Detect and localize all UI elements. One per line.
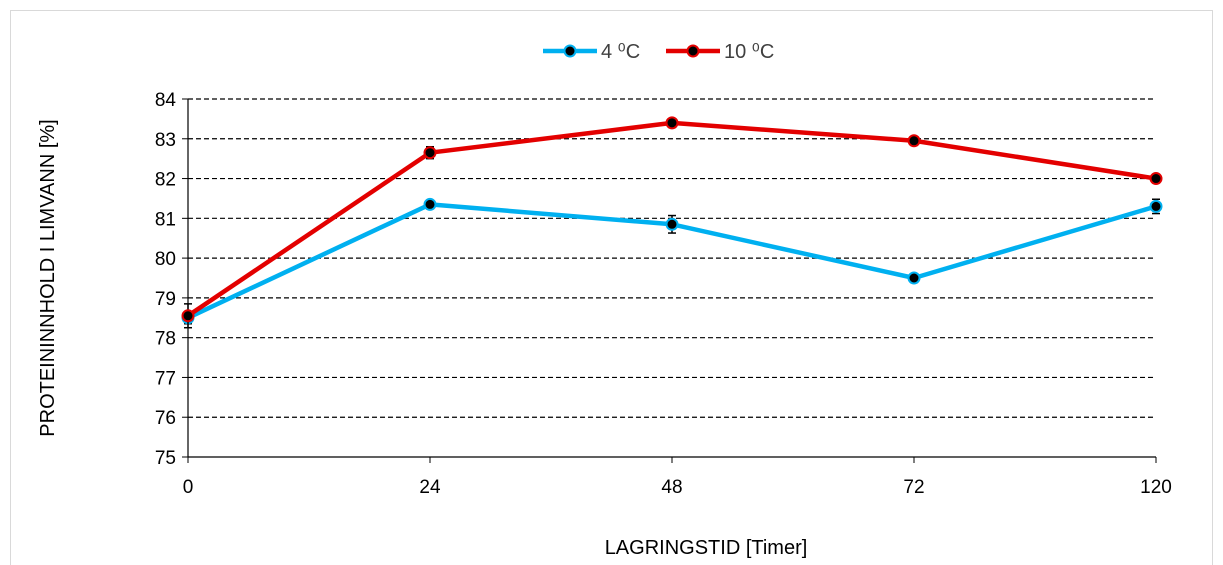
legend: 4 ⁰C 10 ⁰C — [543, 41, 774, 63]
data-point — [909, 135, 920, 146]
x-tick-label: 120 — [1140, 477, 1172, 498]
x-tick-label: 0 — [183, 477, 194, 498]
y-axis-label: PROTEININNHOLD I LIMVANN [%] — [37, 119, 59, 436]
legend-item-1: 4 ⁰C — [543, 41, 640, 63]
y-tick-label: 81 — [155, 209, 176, 230]
axes — [188, 99, 1156, 463]
y-tick-label: 78 — [155, 329, 176, 350]
data-point — [667, 117, 678, 128]
y-tick-label: 75 — [155, 448, 176, 469]
y-tick-labels: 75 76 77 78 79 80 81 82 83 84 — [155, 90, 177, 469]
y-tick-label: 84 — [155, 90, 177, 111]
data-point — [1151, 201, 1162, 212]
data-point — [909, 273, 920, 284]
x-tick-labels: 0 24 48 72 120 — [183, 477, 1172, 498]
data-point — [1151, 173, 1162, 184]
legend-label: 10 ⁰C — [724, 41, 774, 63]
y-tick-label: 83 — [155, 130, 176, 151]
x-axis-label: LAGRINGSTID [Timer] — [605, 537, 808, 559]
y-tick-label: 79 — [155, 289, 176, 310]
y-tick-label: 80 — [155, 249, 176, 270]
legend-item-2: 10 ⁰C — [666, 41, 774, 63]
data-point — [667, 219, 678, 230]
grid-lines — [182, 99, 1156, 457]
legend-swatch-marker — [688, 46, 699, 57]
legend-swatch-marker — [565, 46, 576, 57]
series-group — [183, 117, 1162, 327]
data-point — [425, 147, 436, 158]
y-tick-label: 82 — [155, 170, 176, 191]
x-tick-label: 24 — [419, 477, 441, 498]
legend-label: 4 ⁰C — [601, 41, 640, 63]
series-1 — [183, 199, 1162, 324]
y-tick-label: 77 — [155, 368, 176, 389]
x-tick-label: 48 — [661, 477, 682, 498]
x-tick-label: 72 — [903, 477, 924, 498]
data-point — [425, 199, 436, 210]
y-tick-label: 76 — [155, 408, 176, 429]
data-point — [183, 310, 194, 321]
